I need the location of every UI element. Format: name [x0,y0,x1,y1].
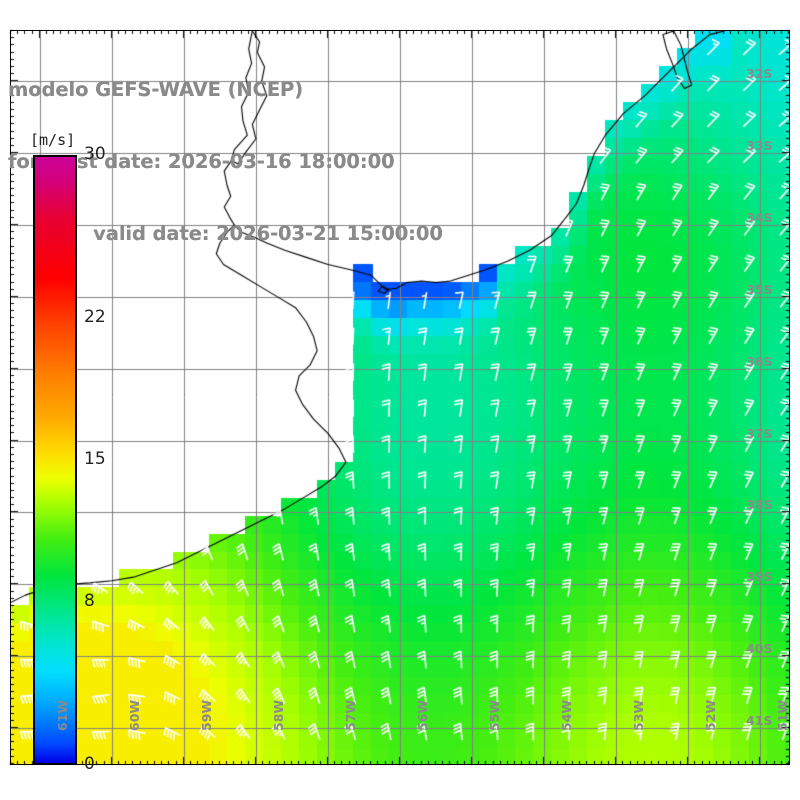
lon-label-52W: 52W [703,699,719,731]
colorbar-unit-label: [m/s] [30,131,76,149]
lat-label-34S: 34S [746,210,773,226]
colorbar-tick-22: 22 [84,306,106,327]
colorbar-gradient [33,155,77,765]
lon-label-57W: 57W [342,699,358,731]
lat-label-37S: 37S [746,425,773,441]
lat-label-33S: 33S [746,138,773,154]
lat-label-32S: 32S [746,66,773,82]
title-line-model: modelo GEFS-WAVE (NCEP) [8,78,304,101]
lon-label-56W: 56W [415,699,430,731]
lat-label-39S: 39S [746,569,773,585]
lat-label-41S: 41S [746,713,773,729]
lon-label-59W: 59W [198,699,214,731]
lon-label-60W: 60W [126,699,142,731]
colorbar-tick-8: 8 [84,591,95,612]
lat-label-40S: 40S [746,641,773,657]
lon-label-53W: 53W [631,699,647,731]
lon-label-51W: 51W [775,699,791,731]
lon-label-55W: 55W [487,699,503,731]
lon-label-54W: 54W [559,699,575,731]
colorbar-tick-15: 15 [84,449,106,469]
lon-label-61W: 61W [54,699,70,731]
lat-label-36S: 36S [746,353,773,369]
title-line-valid-date: valid date: 2026-03-21 15:00:00 [93,222,443,245]
colorbar[interactable] [33,155,77,765]
lat-label-35S: 35S [746,281,773,297]
colorbar-tick-0: 0 [84,754,95,774]
lon-label-58W: 58W [270,699,286,731]
colorbar-tick-30: 30 [84,144,106,164]
lat-label-38S: 38S [746,497,773,513]
